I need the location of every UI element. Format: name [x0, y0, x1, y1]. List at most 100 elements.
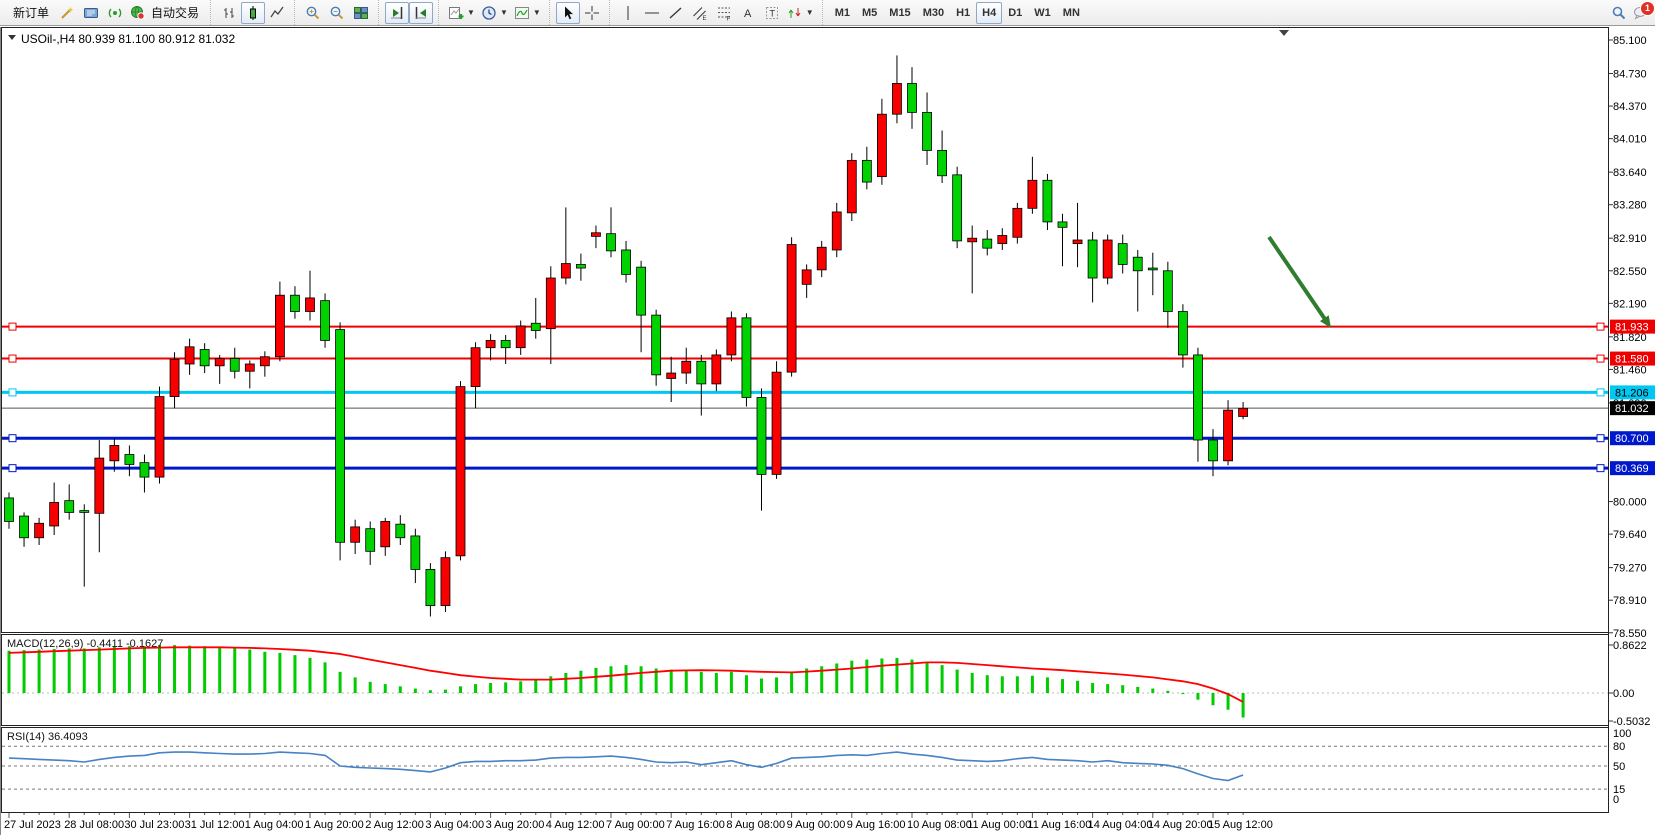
- indicators-button[interactable]: ▼: [511, 2, 544, 24]
- autotrade-icon: [130, 5, 146, 21]
- hline-handle[interactable]: [1596, 354, 1605, 363]
- market-watch-icon[interactable]: [103, 2, 127, 24]
- rsi-pane[interactable]: [1, 727, 1609, 813]
- timeframe-d1-button[interactable]: D1: [1008, 6, 1023, 19]
- candlestick-chart-button[interactable]: [241, 1, 266, 24]
- toolbar-group-3: [378, 0, 436, 25]
- toolbar-right: 1: [1611, 0, 1655, 21]
- new-order-button[interactable]: 新订单: [7, 2, 55, 24]
- candlestick: [982, 238, 993, 249]
- candlestick: [4, 497, 14, 522]
- candlestick: [877, 113, 887, 178]
- candlestick: [199, 349, 210, 367]
- candlestick: [967, 237, 978, 243]
- svg-text:83.280: 83.280: [1613, 200, 1647, 212]
- indicators-icon: [514, 5, 530, 21]
- clock-glyph: [482, 5, 496, 20]
- timeframe-h4-button[interactable]: H4: [976, 1, 1003, 24]
- macd-pane[interactable]: [1, 634, 1609, 726]
- crosshair-button[interactable]: [580, 2, 604, 24]
- timeframe-m30-button[interactable]: M30: [922, 6, 945, 19]
- dropdown-caret-icon[interactable]: ▼: [499, 8, 508, 17]
- timeframe-mn-button[interactable]: MN: [1062, 6, 1080, 19]
- candlestick: [455, 386, 466, 557]
- vertical-line-button[interactable]: [616, 2, 640, 24]
- chart-shift-button[interactable]: [409, 1, 434, 24]
- zoomout-glyph: [330, 6, 344, 19]
- crosshair-glyph: [584, 5, 599, 20]
- time-label: 7 Aug 00:00: [606, 819, 665, 831]
- arrows-button[interactable]: ▼: [784, 2, 817, 24]
- dropdown-caret-icon[interactable]: ▼: [532, 8, 541, 17]
- zoom-out-icon: [329, 5, 345, 21]
- svg-text:80: 80: [1613, 741, 1625, 753]
- hline-handle[interactable]: [1596, 434, 1605, 443]
- chart-canvas[interactable]: 85.100 84.730 84.370 84.010 83.640 83.280 82.9…: [1, 27, 1655, 835]
- channel-button[interactable]: E: [688, 2, 712, 24]
- collapse-triangle-icon[interactable]: [8, 35, 16, 40]
- arrows-icon: [787, 5, 803, 21]
- auto-scroll-button[interactable]: [385, 1, 410, 24]
- candlestick: [786, 244, 797, 373]
- arrow-annotation[interactable]: [1267, 235, 1328, 321]
- fibonacci-button[interactable]: F: [712, 2, 736, 24]
- time-label: 15 Aug 12:00: [1208, 819, 1273, 831]
- indwin-glyph: [514, 6, 529, 19]
- cursor-button[interactable]: [555, 1, 580, 24]
- horizontal-line-button[interactable]: [640, 2, 664, 24]
- search-icon[interactable]: [1611, 5, 1627, 21]
- trendline-icon: [668, 5, 684, 21]
- text-label-button[interactable]: T: [760, 2, 784, 24]
- barchart-glyph: [224, 7, 235, 18]
- timeframe-h1-button[interactable]: H1: [956, 6, 971, 19]
- hline-handle[interactable]: [1596, 388, 1605, 397]
- new-chart-button[interactable]: ▼: [445, 2, 478, 24]
- hline-handle[interactable]: [8, 464, 17, 473]
- chart-shift-marker[interactable]: [1279, 30, 1289, 36]
- zoom-in-button[interactable]: [301, 2, 325, 24]
- periods-button[interactable]: ▼: [478, 2, 511, 24]
- arrow-annotation-head[interactable]: [1319, 315, 1331, 328]
- timeframe-m15-button[interactable]: M15: [889, 6, 911, 19]
- time-label: 9 Aug 00:00: [787, 819, 846, 831]
- timeframe-m5-button[interactable]: M5: [862, 6, 878, 19]
- trendline-button[interactable]: [664, 2, 688, 24]
- dropdown-caret-icon[interactable]: ▼: [467, 8, 475, 17]
- chartshift-glyph: [415, 6, 427, 19]
- dropdown-caret-icon[interactable]: ▼: [805, 8, 814, 17]
- time-label: 28 Jul 08:00: [64, 819, 124, 831]
- zoom-out-button[interactable]: [325, 2, 349, 24]
- svg-text:0.8622: 0.8622: [1613, 640, 1647, 652]
- hline-glyph: [644, 12, 659, 13]
- svg-text:84.370: 84.370: [1613, 101, 1647, 113]
- svg-text:82.550: 82.550: [1613, 266, 1647, 278]
- svg-text:79.640: 79.640: [1613, 529, 1647, 541]
- hline-handle[interactable]: [8, 388, 17, 397]
- hline-handle[interactable]: [1596, 464, 1605, 473]
- autotrade-button[interactable]: 自动交易: [127, 2, 205, 24]
- tile-windows-button[interactable]: [349, 2, 373, 24]
- time-label: 7 Aug 16:00: [666, 819, 725, 831]
- price-levels: 81.933 81.580 81.206 80.700 80.369 81.032: [2, 319, 1655, 476]
- text-button[interactable]: A: [736, 2, 760, 24]
- svg-text:81.032: 81.032: [1615, 403, 1649, 415]
- main-pane[interactable]: [1, 27, 1609, 633]
- new-chart-icon: [448, 5, 464, 21]
- hline-handle[interactable]: [8, 354, 17, 363]
- timeframe-m1-button[interactable]: M1: [834, 6, 850, 19]
- chat-icon[interactable]: 1: [1633, 0, 1655, 21]
- hline-handle[interactable]: [1596, 322, 1605, 331]
- candlestick: [952, 174, 963, 242]
- candlestick: [651, 314, 662, 376]
- toolbar-group-5: [548, 0, 607, 25]
- bar-chart-button[interactable]: [217, 2, 241, 24]
- timeframe-w1-button[interactable]: W1: [1034, 6, 1051, 19]
- candlestick: [169, 359, 180, 397]
- wand-glyph: [61, 6, 74, 19]
- chart-window[interactable]: 85.100 84.730 84.370 84.010 83.640 83.280 82.9…: [0, 27, 1655, 835]
- styles-wand-icon[interactable]: [55, 2, 79, 24]
- hline-handle[interactable]: [8, 434, 17, 443]
- line-chart-button[interactable]: [265, 2, 289, 24]
- profiles-icon[interactable]: [79, 2, 103, 24]
- hline-handle[interactable]: [8, 322, 17, 331]
